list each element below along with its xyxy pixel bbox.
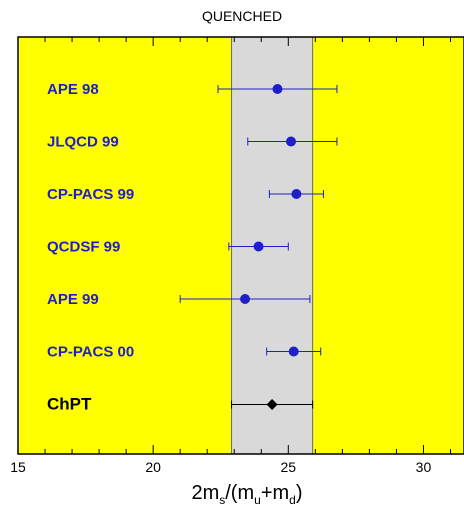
series-label: CP-PACS 00: [47, 344, 134, 361]
data-point: [240, 294, 251, 304]
data-row: APE 98: [47, 81, 338, 98]
data-point: [286, 136, 297, 147]
series-label: APE 98: [47, 81, 99, 98]
data-point: [272, 84, 283, 94]
series-label: CP-PACS 99: [47, 186, 134, 203]
data-points: APE 98 JLQCD 99 CP-PACS 99 QCDSF 99 APE 99 CP…: [47, 81, 338, 414]
x-axis-label-part: ): [296, 482, 303, 504]
x-tick-label: 20: [145, 459, 161, 475]
series-label: QCDSF 99: [47, 239, 120, 256]
x-axis-label: 2ms/(mu+md): [191, 482, 302, 505]
x-axis-label-part: s: [219, 493, 225, 505]
x-axis-ticks: 15 20 25 30: [10, 37, 451, 475]
data-point: [288, 346, 299, 357]
series-label: ChPT: [47, 395, 92, 414]
data-point-diamond: [266, 399, 278, 410]
chart-title: QUENCHED: [202, 8, 282, 24]
x-axis-label-part: u: [254, 493, 261, 505]
data-point: [253, 241, 264, 252]
x-axis-label-part: 2m: [191, 482, 219, 504]
x-axis-label-part: d: [289, 493, 296, 505]
series-label: APE 99: [47, 291, 99, 308]
data-row: QCDSF 99: [47, 239, 289, 256]
x-tick-label: 15: [10, 459, 26, 475]
data-row: JLQCD 99: [47, 134, 338, 151]
data-row: CP-PACS 99: [47, 186, 324, 203]
series-label: JLQCD 99: [47, 134, 119, 151]
x-tick-label: 25: [281, 459, 297, 475]
x-tick-label: 30: [416, 459, 432, 475]
data-row: ChPT: [47, 395, 314, 414]
plot-frame: [17, 36, 464, 455]
data-row: APE 99: [47, 291, 311, 308]
reference-band: [231, 36, 314, 455]
x-axis-label-part: /(m: [225, 482, 254, 504]
data-row: CP-PACS 00: [47, 344, 322, 361]
x-axis-label-part: +m: [261, 482, 289, 504]
data-point: [291, 189, 302, 199]
